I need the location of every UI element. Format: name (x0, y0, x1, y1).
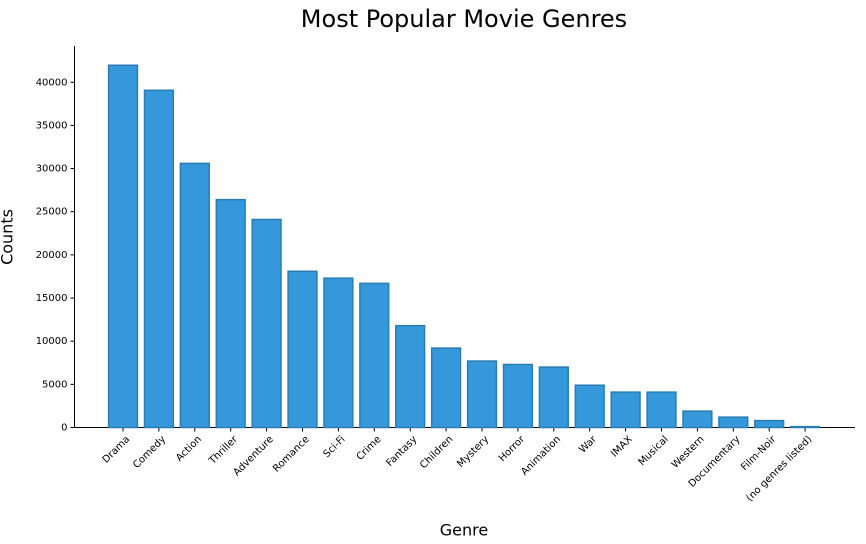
x-tick-label: Mystery (455, 434, 491, 470)
y-tick-label: 40000 (36, 77, 68, 88)
chart-title: Most Popular Movie Genres (301, 5, 627, 33)
y-tick-label: 35000 (36, 120, 68, 131)
x-tick-label: Horror (497, 433, 528, 464)
x-tick-label: (no genres listed) (744, 434, 814, 504)
x-tick-label: Sci-Fi (321, 434, 347, 460)
bar (251, 218, 282, 429)
x-tick-label: Action (174, 434, 204, 464)
y-tick-label: 25000 (36, 207, 68, 218)
bar (789, 425, 821, 429)
bar (107, 64, 139, 429)
x-tick-label: Western (670, 434, 707, 471)
x-tick-label: IMAX (609, 434, 635, 460)
x-tick-label: Drama (101, 434, 133, 466)
x-axis-label: Genre (440, 521, 488, 540)
y-tick-label: 15000 (36, 293, 68, 304)
x-tick-label: War (577, 433, 599, 455)
bar (574, 384, 605, 429)
x-tick-label: Comedy (131, 434, 168, 471)
bar (215, 198, 246, 429)
bar (395, 324, 426, 429)
bar (466, 360, 498, 429)
bar (538, 366, 569, 429)
bar (682, 410, 713, 429)
y-tick-label: 30000 (36, 164, 68, 175)
y-tick-label: 5000 (42, 379, 67, 390)
bar (287, 270, 318, 429)
y-tick-label: 0 (61, 423, 67, 434)
bar (143, 89, 175, 429)
bar (323, 277, 354, 429)
y-axis-label: Counts (0, 209, 17, 265)
bar (430, 347, 462, 429)
y-tick-label: 10000 (36, 336, 68, 347)
x-tick-label: Musical (637, 434, 671, 468)
x-tick-label: Thriller (207, 433, 241, 467)
x-tick-label: Children (418, 434, 455, 471)
bar (754, 419, 785, 429)
bar (502, 363, 534, 429)
x-tick-label: Romance (271, 434, 312, 475)
bar (646, 391, 677, 429)
y-tick-label: 20000 (36, 250, 68, 261)
bar (359, 282, 390, 429)
x-tick-label: Fantasy (384, 434, 419, 469)
x-tick-label: Crime (355, 434, 384, 463)
bar (610, 391, 641, 429)
bar (179, 162, 210, 429)
bar (718, 416, 749, 429)
